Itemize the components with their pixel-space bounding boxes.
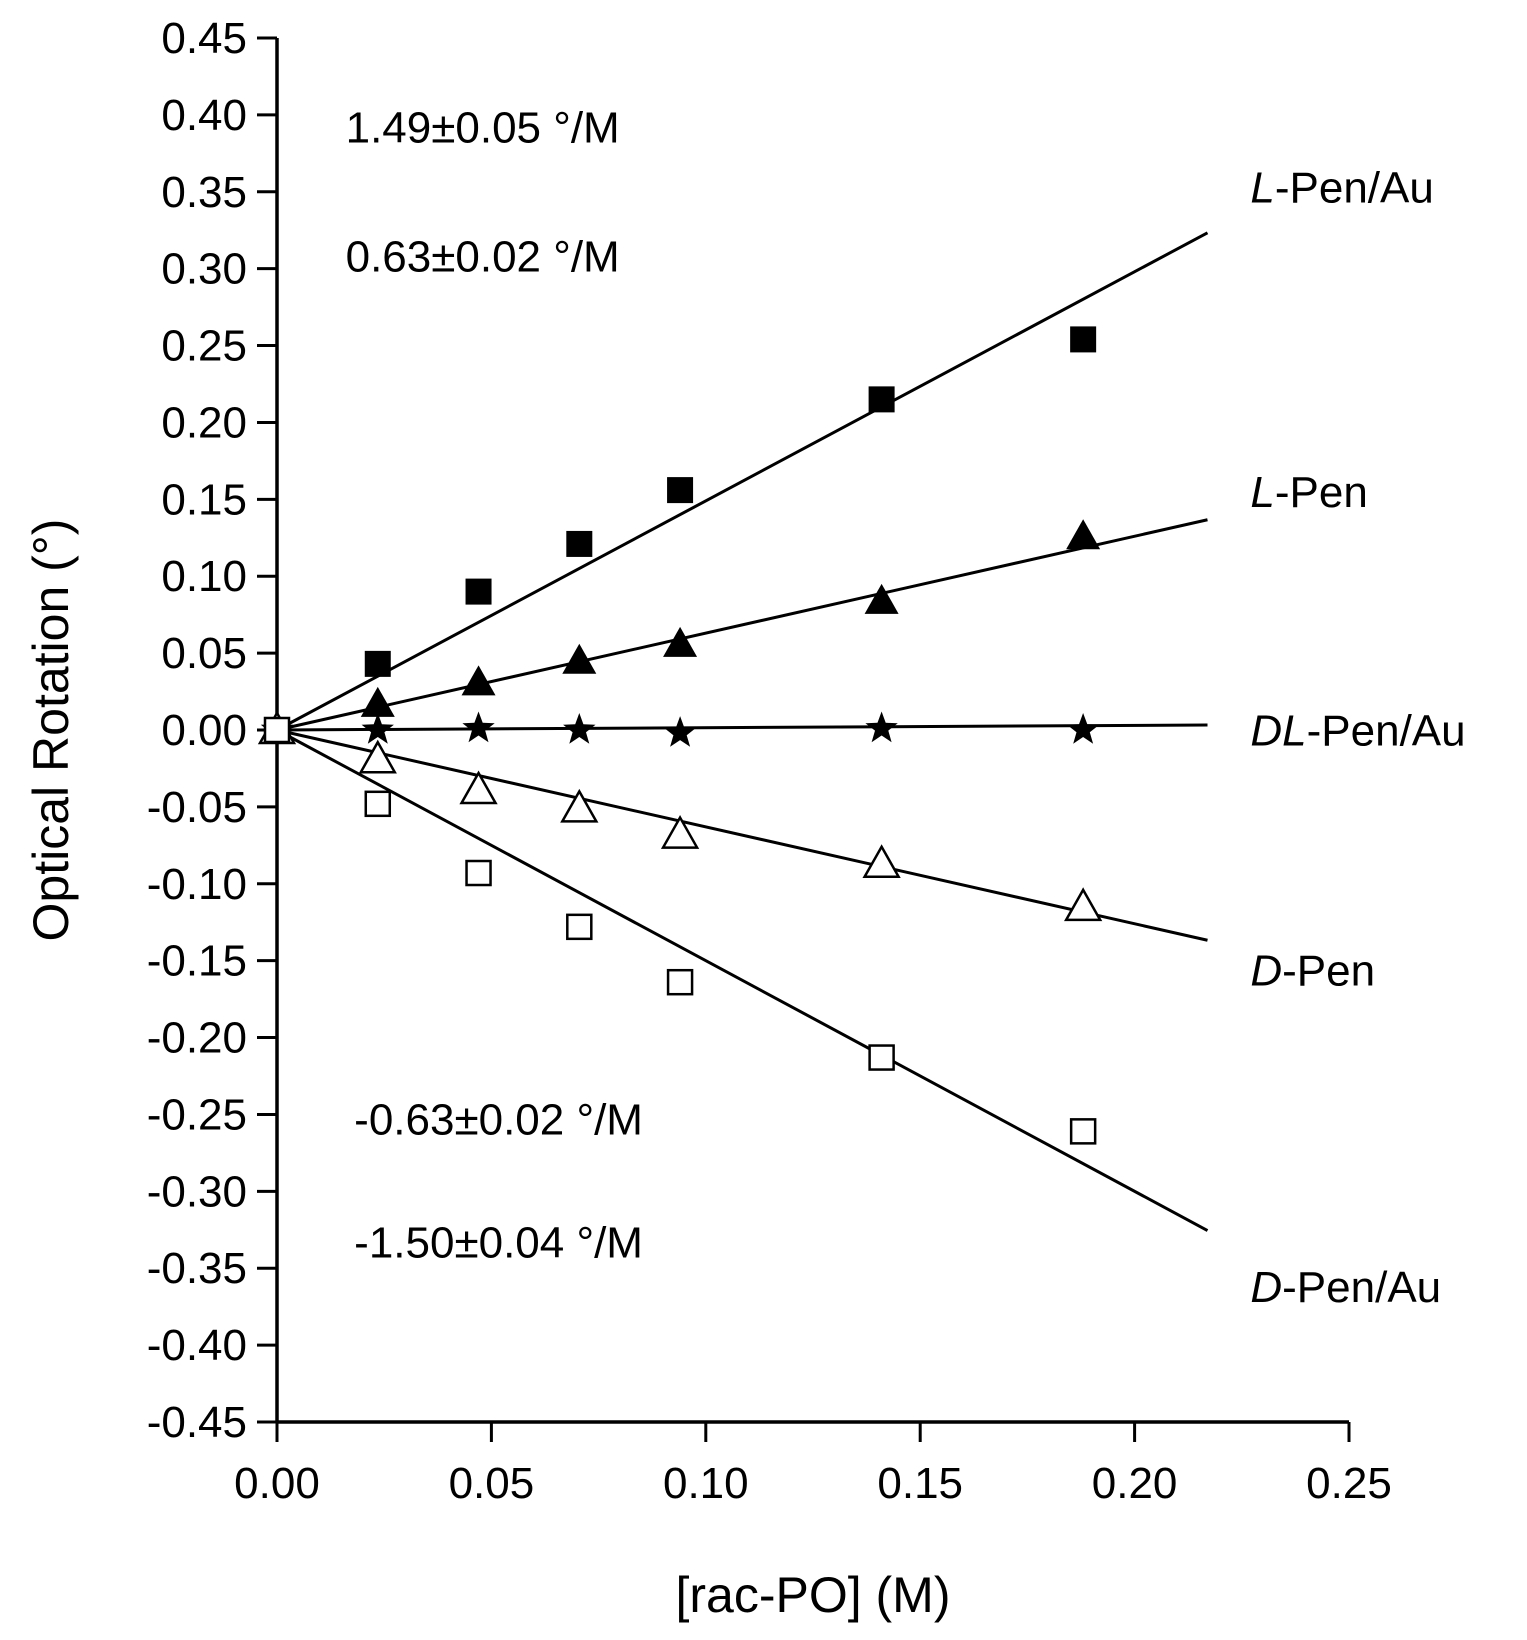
- point-s0-2: [465, 578, 492, 605]
- point-s3-3: [560, 788, 599, 823]
- series-label-suffix-1: -Pen: [1275, 468, 1368, 517]
- point-s1-2: [461, 665, 496, 696]
- point-s1-1: [360, 686, 395, 717]
- y-tick-label-5: 0.20: [161, 398, 247, 447]
- slope-annotation-1: 0.63±0.02 °/M: [346, 233, 620, 282]
- point-s4-6: [1069, 1118, 1097, 1145]
- y-tick-label-6: 0.15: [161, 475, 247, 524]
- y-tick-label-13: -0.20: [147, 1014, 247, 1063]
- series-label-prefix-3: D: [1250, 946, 1282, 995]
- x-tick-label-4: 0.20: [1092, 1459, 1178, 1508]
- y-tick-label-14: -0.25: [147, 1090, 247, 1139]
- point-s4-4: [666, 968, 694, 996]
- series-label-suffix-4: -Pen/Au: [1282, 1263, 1441, 1312]
- point-s0-3: [566, 530, 593, 557]
- slope-annotation-0: 1.49±0.05 °/M: [346, 104, 620, 153]
- y-tick-label-4: 0.25: [161, 322, 247, 371]
- series-label-prefix-1: L: [1250, 468, 1274, 517]
- series-label-3: D-Pen: [1250, 946, 1375, 995]
- y-tick-label-10: -0.05: [147, 783, 247, 832]
- point-s3-2: [459, 770, 498, 805]
- point-s3-4: [660, 815, 700, 849]
- x-tick-label-2: 0.10: [663, 1459, 749, 1508]
- point-s0-4: [667, 477, 694, 504]
- series-label-2: DL-Pen/Au: [1250, 706, 1465, 755]
- y-tick-label-12: -0.15: [147, 937, 247, 986]
- slope-annotations: 1.49±0.05 °/M 0.63±0.02 °/M -0.63±0.02 °/M…: [346, 104, 643, 1268]
- fit-line-1: [276, 518, 1208, 732]
- point-s3-5: [862, 844, 901, 879]
- y-axis-title: Optical Rotation (°): [23, 519, 79, 942]
- point-s1-3: [562, 643, 597, 674]
- point-s2-1: [361, 713, 394, 744]
- point-s3-6: [1063, 887, 1103, 922]
- slope-annotation-3: -1.50±0.04 °/M: [354, 1218, 643, 1267]
- y-tick-label-1: 0.40: [161, 91, 247, 140]
- point-s4-3: [566, 913, 593, 941]
- point-s4-5: [868, 1044, 895, 1071]
- series-label-suffix-3: -Pen: [1282, 946, 1375, 995]
- y-tick-label-9: 0.00: [161, 706, 247, 755]
- y-ticks: 0.45 0.40 0.35 0.30 0.25 0.20 0.15 0.10 0.05 0.00…: [147, 14, 277, 1447]
- y-tick-label-18: -0.45: [147, 1398, 247, 1447]
- y-tick-label-8: 0.05: [161, 629, 247, 678]
- x-ticks: 0.00 0.05 0.10 0.15 0.20 0.25: [234, 1422, 1392, 1508]
- fit-line-0: [276, 231, 1209, 732]
- series-label-prefix-2: DL: [1250, 706, 1306, 755]
- series-label-suffix-2: -Pen/Au: [1307, 706, 1466, 755]
- x-tick-label-0: 0.00: [234, 1459, 320, 1508]
- point-s0-6: [1070, 326, 1097, 353]
- point-s0-5: [868, 386, 895, 413]
- x-tick-label-5: 0.25: [1306, 1459, 1392, 1508]
- y-tick-label-7: 0.10: [161, 552, 247, 601]
- point-s2-3: [563, 713, 596, 744]
- fit-lines: [276, 231, 1209, 1232]
- y-tick-label-15: -0.30: [147, 1167, 247, 1216]
- point-s3-1: [358, 739, 397, 774]
- y-tick-label-11: -0.10: [147, 860, 247, 909]
- series-label-4: D-Pen/Au: [1250, 1263, 1441, 1312]
- point-s1-5: [864, 583, 899, 614]
- y-tick-label-16: -0.35: [147, 1244, 247, 1293]
- point-s2-2: [462, 711, 495, 743]
- point-s4-2: [465, 859, 492, 887]
- x-axis-title: [rac-PO] (M): [676, 1567, 951, 1623]
- point-s2-5: [865, 711, 898, 743]
- point-s0-1: [364, 650, 391, 677]
- y-tick-label-0: 0.45: [161, 14, 247, 63]
- data-points: [257, 326, 1103, 1145]
- series-label-0: L-Pen/Au: [1250, 164, 1433, 213]
- y-tick-label-17: -0.40: [147, 1321, 247, 1370]
- slope-annotation-2: -0.63±0.02 °/M: [354, 1095, 643, 1144]
- x-tick-label-1: 0.05: [449, 1459, 535, 1508]
- y-tick-label-3: 0.30: [161, 245, 247, 294]
- point-s1-4: [663, 626, 698, 657]
- series-label-suffix-0: -Pen/Au: [1275, 164, 1434, 213]
- x-tick-label-3: 0.15: [877, 1459, 963, 1508]
- fit-line-4: [276, 728, 1209, 1232]
- point-s4-0: [263, 716, 291, 744]
- series-label-prefix-0: L: [1250, 164, 1274, 213]
- fit-line-3: [276, 728, 1208, 942]
- series-label-1: L-Pen: [1250, 468, 1367, 517]
- series-label-prefix-4: D: [1250, 1263, 1282, 1312]
- point-s4-1: [364, 790, 392, 818]
- y-tick-label-2: 0.35: [161, 168, 247, 217]
- point-s2-6: [1067, 713, 1100, 744]
- fit-line-2: [276, 723, 1208, 732]
- point-s2-4: [663, 716, 697, 747]
- point-s1-6: [1066, 519, 1101, 550]
